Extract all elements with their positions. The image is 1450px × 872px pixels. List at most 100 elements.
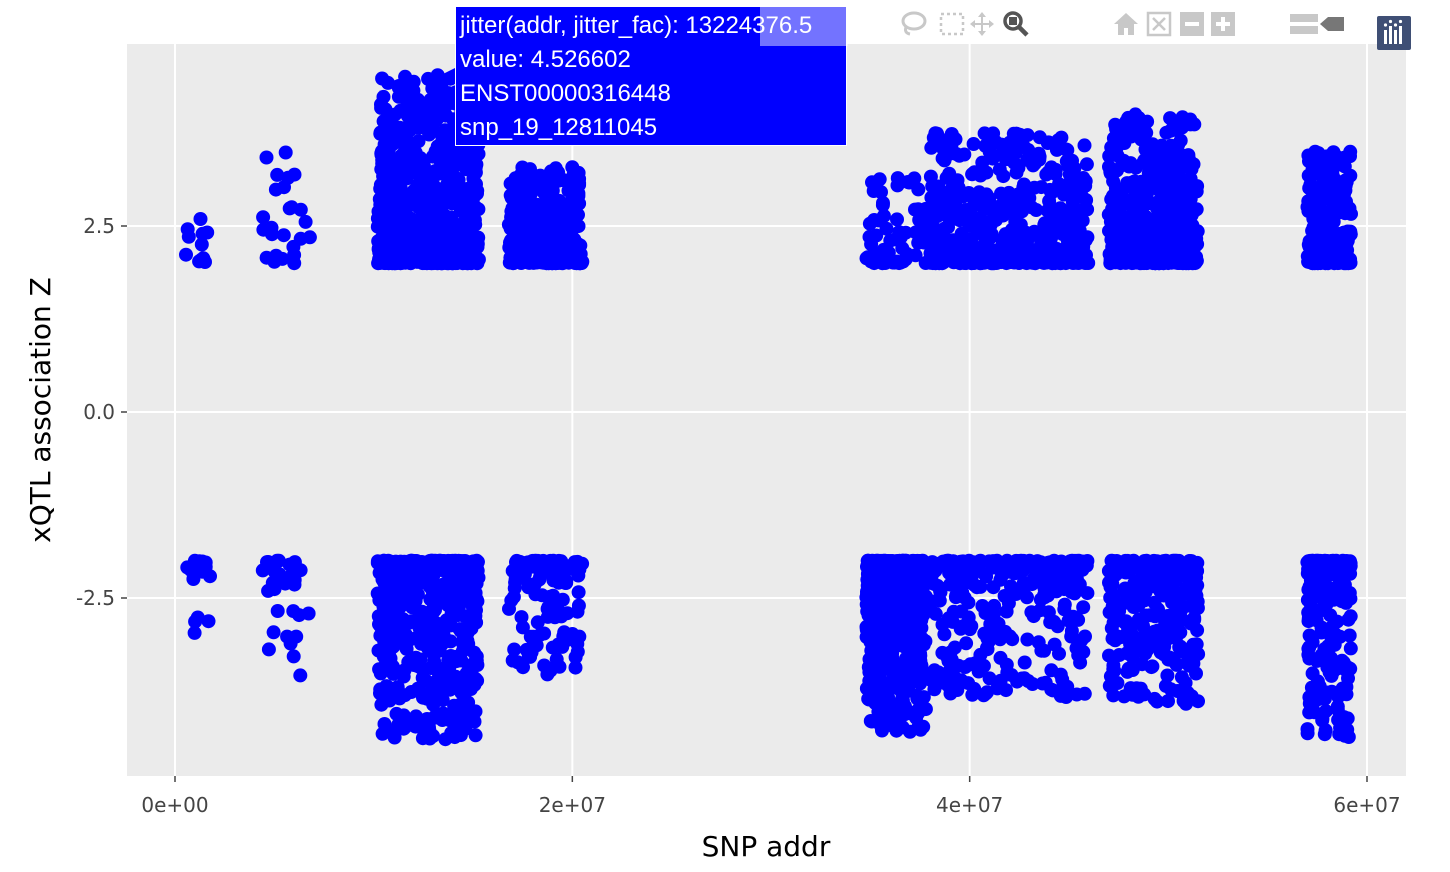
data-point[interactable]: [259, 150, 274, 165]
data-point[interactable]: [430, 256, 445, 271]
data-point[interactable]: [541, 256, 556, 271]
data-point[interactable]: [543, 663, 558, 678]
data-point[interactable]: [1052, 646, 1066, 661]
data-point[interactable]: [520, 209, 535, 224]
data-point[interactable]: [1017, 232, 1032, 247]
data-point[interactable]: [1160, 172, 1175, 187]
data-point[interactable]: [994, 568, 1009, 583]
data-point[interactable]: [422, 573, 436, 588]
data-point[interactable]: [890, 178, 905, 193]
data-point[interactable]: [1106, 174, 1121, 189]
data-point[interactable]: [424, 621, 438, 636]
data-point[interactable]: [519, 199, 534, 214]
data-point[interactable]: [1163, 123, 1178, 138]
data-point[interactable]: [878, 555, 893, 570]
data-point[interactable]: [398, 191, 412, 205]
data-point[interactable]: [429, 246, 444, 261]
data-point[interactable]: [1077, 686, 1092, 701]
data-point[interactable]: [1331, 205, 1346, 220]
data-point[interactable]: [535, 588, 550, 603]
data-point[interactable]: [293, 668, 308, 683]
data-point[interactable]: [953, 186, 968, 201]
data-point[interactable]: [194, 237, 209, 252]
data-point[interactable]: [462, 211, 477, 225]
data-point[interactable]: [889, 623, 904, 638]
data-point[interactable]: [1011, 160, 1026, 175]
data-point[interactable]: [460, 633, 475, 648]
data-point[interactable]: [923, 235, 938, 249]
data-point[interactable]: [557, 625, 572, 640]
data-point[interactable]: [426, 232, 441, 247]
data-point[interactable]: [402, 156, 417, 171]
data-point[interactable]: [541, 600, 556, 615]
data-point[interactable]: [1324, 581, 1339, 596]
data-point[interactable]: [1135, 657, 1150, 672]
data-point[interactable]: [1306, 553, 1320, 568]
data-point[interactable]: [1118, 581, 1133, 596]
data-point[interactable]: [875, 198, 890, 212]
data-point[interactable]: [1102, 223, 1116, 238]
data-point[interactable]: [523, 629, 538, 644]
data-point[interactable]: [564, 181, 579, 195]
data-point[interactable]: [931, 179, 946, 194]
data-point[interactable]: [1310, 588, 1325, 603]
data-point[interactable]: [929, 200, 944, 215]
data-point[interactable]: [925, 566, 940, 581]
data-point[interactable]: [1343, 609, 1358, 624]
data-point[interactable]: [1168, 631, 1183, 646]
data-point[interactable]: [942, 565, 957, 580]
data-point[interactable]: [408, 100, 423, 115]
data-point[interactable]: [1122, 159, 1137, 174]
data-point[interactable]: [381, 75, 395, 90]
data-point[interactable]: [287, 167, 302, 182]
data-point[interactable]: [1146, 141, 1161, 156]
data-point[interactable]: [897, 571, 912, 586]
data-point[interactable]: [1164, 150, 1179, 165]
data-point[interactable]: [428, 602, 442, 617]
data-point[interactable]: [944, 577, 959, 592]
data-point[interactable]: [908, 248, 923, 263]
data-point[interactable]: [965, 687, 980, 702]
data-point[interactable]: [1076, 600, 1091, 615]
data-point[interactable]: [1077, 138, 1092, 153]
data-point[interactable]: [410, 659, 425, 674]
data-point[interactable]: [981, 634, 996, 649]
data-point[interactable]: [454, 653, 469, 668]
data-point[interactable]: [1079, 193, 1094, 208]
data-point[interactable]: [928, 606, 943, 621]
data-point[interactable]: [955, 570, 970, 584]
data-point[interactable]: [1179, 581, 1194, 596]
data-point[interactable]: [1177, 254, 1192, 269]
data-point[interactable]: [381, 213, 396, 228]
data-point[interactable]: [1033, 246, 1047, 261]
data-point[interactable]: [927, 137, 941, 152]
data-point[interactable]: [298, 214, 313, 229]
data-point[interactable]: [1005, 632, 1020, 647]
data-point[interactable]: [419, 199, 434, 213]
data-point[interactable]: [1173, 235, 1187, 250]
data-point[interactable]: [460, 234, 475, 249]
data-point[interactable]: [568, 650, 583, 665]
data-point[interactable]: [393, 635, 407, 650]
data-point[interactable]: [536, 245, 551, 260]
data-point[interactable]: [999, 149, 1013, 164]
data-point[interactable]: [276, 228, 291, 243]
data-point[interactable]: [468, 599, 483, 614]
data-point[interactable]: [187, 553, 202, 568]
data-point[interactable]: [948, 671, 963, 686]
data-point[interactable]: [462, 221, 476, 236]
data-point[interactable]: [408, 558, 423, 573]
data-point[interactable]: [186, 564, 201, 579]
data-point[interactable]: [544, 556, 559, 571]
data-point[interactable]: [381, 192, 396, 206]
data-point[interactable]: [421, 690, 436, 705]
data-point[interactable]: [384, 128, 399, 143]
data-point[interactable]: [515, 563, 530, 578]
data-point[interactable]: [1302, 628, 1317, 643]
data-point[interactable]: [1139, 125, 1154, 140]
data-point[interactable]: [554, 609, 569, 624]
data-point[interactable]: [280, 629, 295, 644]
data-point[interactable]: [900, 633, 915, 648]
data-point[interactable]: [1060, 143, 1075, 158]
data-point[interactable]: [1306, 161, 1321, 176]
